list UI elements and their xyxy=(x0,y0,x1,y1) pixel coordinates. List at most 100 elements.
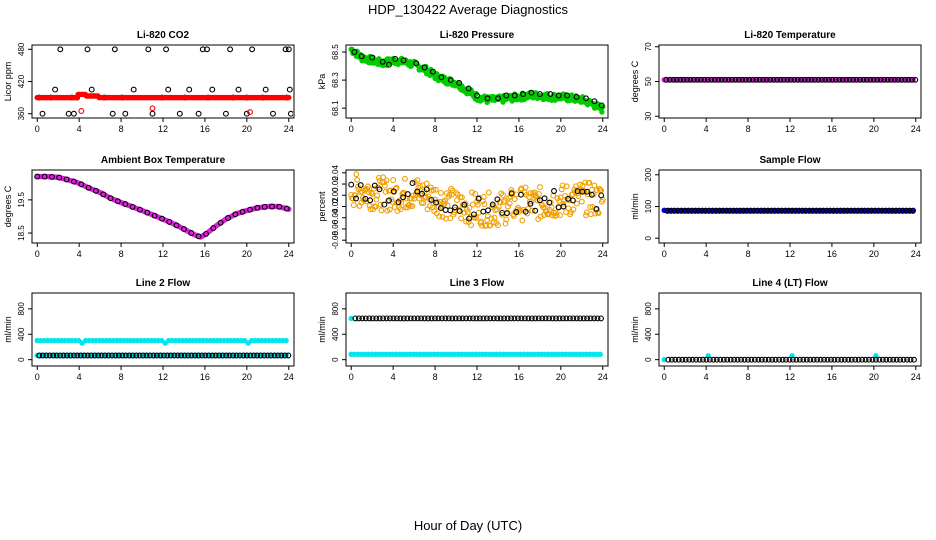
data-point xyxy=(474,92,480,99)
data-point xyxy=(756,76,763,83)
data-point xyxy=(793,356,800,363)
data-point xyxy=(548,204,555,211)
data-point xyxy=(67,352,74,359)
y-tick-label: 0.02 xyxy=(331,176,340,192)
x-tick-label: 16 xyxy=(514,372,524,382)
data-point xyxy=(865,207,871,214)
data-point xyxy=(831,356,838,363)
data-point xyxy=(438,315,445,322)
data-point xyxy=(688,207,695,214)
data-point xyxy=(546,199,553,206)
data-point xyxy=(749,76,756,83)
y-tick-label: 400 xyxy=(644,327,653,341)
x-tick-label: 24 xyxy=(284,372,294,382)
data-point xyxy=(536,91,543,98)
data-point xyxy=(715,76,722,83)
data-point xyxy=(832,76,839,83)
data-point xyxy=(712,207,719,214)
data-point xyxy=(205,352,212,359)
data-point xyxy=(718,76,725,83)
data-point xyxy=(573,93,580,100)
data-point xyxy=(769,356,776,363)
data-point xyxy=(765,356,772,363)
y-tick-label: 100 xyxy=(644,199,653,213)
data-point xyxy=(254,352,261,359)
plot-area xyxy=(661,76,919,83)
data-point xyxy=(900,356,907,363)
data-point xyxy=(508,190,515,197)
data-point xyxy=(250,352,257,359)
data-point xyxy=(532,207,539,214)
data-point xyxy=(392,56,399,62)
data-point xyxy=(269,203,275,210)
data-point xyxy=(435,315,442,322)
data-point xyxy=(536,197,543,204)
data-point xyxy=(195,233,202,240)
data-point xyxy=(100,191,107,198)
data-point xyxy=(354,176,361,183)
data-point xyxy=(216,352,223,359)
x-tick-label: 24 xyxy=(284,124,294,134)
data-point xyxy=(348,181,355,188)
data-point xyxy=(77,352,84,359)
data-point xyxy=(775,207,782,214)
data-point xyxy=(812,76,818,83)
data-point xyxy=(379,58,386,65)
data-point xyxy=(109,352,115,359)
data-point xyxy=(487,315,494,322)
data-point xyxy=(570,315,577,322)
y-tick-label: 50 xyxy=(644,77,653,86)
y-tick-label: -0.04 xyxy=(331,208,340,227)
data-point xyxy=(701,76,708,83)
data-point xyxy=(495,222,501,229)
x-tick-label: 20 xyxy=(556,372,566,382)
data-point xyxy=(164,352,171,359)
data-point xyxy=(355,315,362,322)
data-point xyxy=(404,315,411,322)
data-point xyxy=(785,207,792,214)
data-point xyxy=(475,195,482,202)
data-point xyxy=(494,315,501,322)
data-point xyxy=(733,207,740,214)
figure-xlabel: Hour of Day (UTC) xyxy=(413,518,523,533)
data-point xyxy=(518,191,524,198)
data-point xyxy=(828,356,834,363)
data-point xyxy=(729,76,735,83)
data-point xyxy=(693,356,700,363)
x-tick-label: 4 xyxy=(704,372,709,382)
data-point xyxy=(428,196,435,203)
data-point xyxy=(358,53,365,60)
data-point xyxy=(430,68,436,75)
data-point xyxy=(227,46,234,53)
panel-title: Gas Stream RH xyxy=(441,155,514,166)
data-point xyxy=(240,352,247,359)
data-point xyxy=(694,76,701,83)
data-point xyxy=(452,204,458,211)
data-point xyxy=(598,315,604,322)
data-point xyxy=(767,76,774,83)
data-point xyxy=(850,76,857,83)
data-point xyxy=(286,94,292,101)
data-point xyxy=(372,203,379,210)
data-point xyxy=(74,352,81,359)
data-point xyxy=(470,315,476,322)
x-tick-label: 20 xyxy=(556,249,566,259)
data-point xyxy=(555,92,562,99)
data-point xyxy=(503,210,510,217)
data-point xyxy=(356,202,363,209)
data-point xyxy=(858,207,865,214)
plot-area xyxy=(34,46,293,117)
data-point xyxy=(726,207,733,214)
data-point xyxy=(597,351,603,357)
data-point xyxy=(202,352,209,359)
y-tick-label: 420 xyxy=(17,74,26,88)
panel-title: Li-820 CO2 xyxy=(137,30,190,41)
data-point xyxy=(449,315,456,322)
data-point xyxy=(353,195,359,202)
data-point xyxy=(779,356,786,363)
data-point xyxy=(684,76,691,83)
data-point xyxy=(432,186,439,193)
data-point xyxy=(696,356,703,363)
data-point xyxy=(149,110,156,117)
data-point xyxy=(778,207,785,214)
